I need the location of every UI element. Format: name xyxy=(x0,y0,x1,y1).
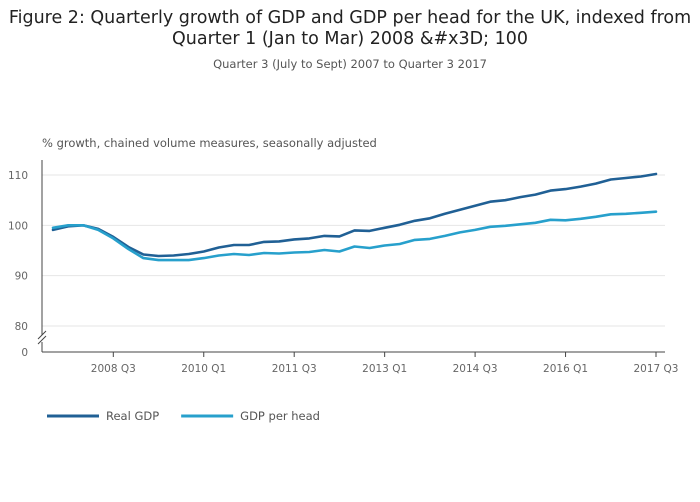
y-tick-label: 110 xyxy=(8,170,28,182)
x-tick-label: 2013 Q1 xyxy=(362,363,407,375)
axis-break-mark xyxy=(37,330,47,340)
x-tick-label: 2008 Q3 xyxy=(91,363,136,375)
y-axis-label: % growth, chained volume measures, seaso… xyxy=(42,136,377,150)
series-line-1[interactable] xyxy=(51,172,658,258)
legend-label: GDP per head xyxy=(240,409,320,423)
series-line-2[interactable] xyxy=(51,210,658,262)
axis-break-mark xyxy=(37,335,47,345)
x-tick-label: 2017 Q3 xyxy=(633,363,678,375)
x-tick-label: 2016 Q1 xyxy=(543,363,588,375)
legend-item-1[interactable]: Real GDP xyxy=(47,409,159,423)
x-tick-label: 2010 Q1 xyxy=(181,363,226,375)
chart-title: Figure 2: Quarterly growth of GDP and GD… xyxy=(8,8,692,49)
legend-item-2[interactable]: GDP per head xyxy=(181,409,320,423)
x-tick-label: 2011 Q3 xyxy=(272,363,317,375)
grid-lines xyxy=(42,174,665,327)
x-tick-label: 2014 Q3 xyxy=(453,363,498,375)
y-tick-label: 90 xyxy=(15,271,28,283)
series-lines xyxy=(51,172,658,262)
legend[interactable]: Real GDP GDP per head xyxy=(47,409,320,423)
legend-label: Real GDP xyxy=(106,409,159,423)
y-tick-label: 0 xyxy=(21,347,28,359)
axes: 0 80 90 100 110 2008 Q3 2010 Q1 2011 Q3 2013 Q1 2… xyxy=(8,160,679,375)
y-tick-label: 100 xyxy=(8,220,28,232)
chart-subtitle: Quarter 3 (July to Sept) 2007 to Quarter… xyxy=(213,57,487,71)
y-tick-label: 80 xyxy=(15,321,28,333)
